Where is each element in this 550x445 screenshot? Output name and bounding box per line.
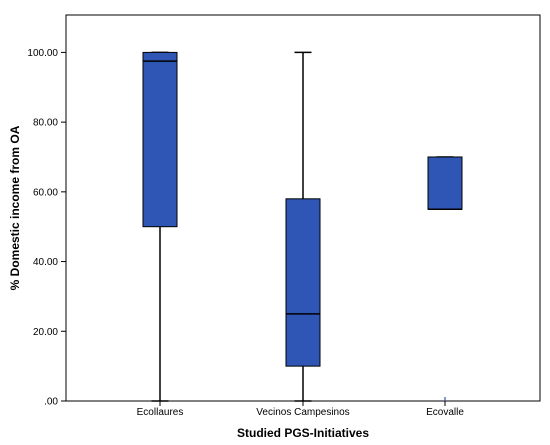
x-tick-label: Ecollaures — [137, 407, 184, 418]
boxes-layer — [142, 51, 463, 402]
x-axis-title: Studied PGS-Initiatives — [237, 426, 369, 440]
x-axis-ticks: Ecollaures Vecinos Campesinos Ecovalle — [137, 401, 464, 418]
box-group — [285, 51, 321, 402]
box-iqr — [142, 51, 178, 228]
x-tick-label: Vecinos Campesinos — [256, 407, 349, 418]
box-iqr — [427, 156, 463, 210]
y-tick-label: 80.00 — [33, 118, 58, 129]
y-tick-label: 100.00 — [27, 48, 58, 59]
box-group — [142, 51, 178, 402]
y-tick-label: 20.00 — [33, 327, 58, 338]
box-iqr — [285, 198, 321, 367]
y-tick-label: 60.00 — [33, 187, 58, 198]
y-tick-label: .00 — [44, 397, 58, 408]
y-tick-label: 40.00 — [33, 257, 58, 268]
y-axis-ticks: .00 20.00 40.00 60.00 80.00 100.00 — [27, 48, 66, 408]
box-group — [427, 156, 463, 401]
x-tick-label: Ecovalle — [426, 407, 464, 418]
y-axis-title: % Domestic income from OA — [8, 125, 22, 290]
